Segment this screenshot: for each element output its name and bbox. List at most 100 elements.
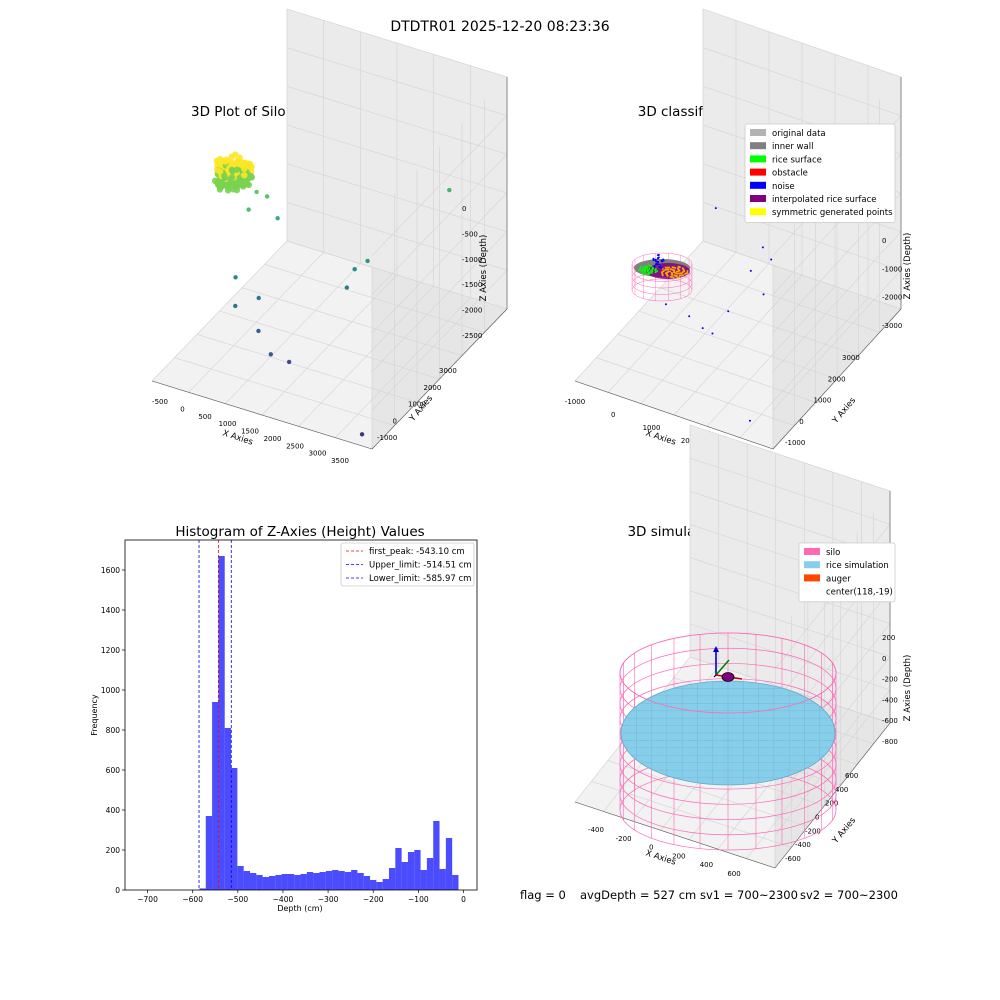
symmetric-point: [665, 273, 668, 276]
y-tick-label: 0: [799, 418, 803, 426]
y-tick-label: 600: [845, 772, 858, 780]
scatter-point: [264, 194, 270, 199]
rice-surface-point: [224, 187, 232, 194]
rice-surface-point: [648, 271, 651, 274]
classify-legend-label: interpolated rice surface: [772, 195, 877, 205]
x-tick-label: 0: [180, 405, 184, 413]
y-tick-label: -1000: [785, 439, 805, 447]
z-tick-label: 200: [882, 634, 895, 642]
y-tick-label: 2000: [424, 384, 442, 392]
z-tick-label: -800: [882, 738, 898, 746]
x-tick-label: 2500: [286, 442, 304, 450]
rice-surface-point: [232, 151, 239, 158]
simulation-legend-label: center(118,-19): [826, 588, 893, 598]
x-tick-label: −300: [318, 895, 339, 904]
rice-surface-point: [645, 267, 648, 270]
symmetric-point: [666, 271, 669, 274]
x-tick-label: 1000: [643, 424, 661, 432]
histogram-legend-label: Lower_limit: -585.97 cm: [369, 574, 471, 584]
y-tick-label: 3000: [439, 367, 457, 375]
histogram-bar: [344, 872, 352, 890]
classify-legend-label: symmetric generated points: [772, 208, 893, 218]
y-tick-label: 1000: [814, 397, 832, 405]
x-axis-line: [574, 380, 774, 450]
x-tick-label: 1500: [241, 428, 259, 436]
y-tick-label: 2000: [828, 375, 846, 383]
z-axis-label: Z Axies (Depth): [903, 233, 913, 300]
symmetric-point: [677, 270, 680, 273]
x-axis-label: X Axies: [644, 428, 677, 447]
footer-sv1: sv1 = 700~2300: [700, 888, 798, 902]
x-tick-label: 500: [198, 413, 211, 421]
classify-legend-swatch: [750, 129, 766, 136]
y-tick-label: -600: [785, 855, 801, 863]
z-tick-label: 0: [462, 205, 466, 213]
rice-surface-point: [643, 273, 646, 276]
histogram-bar: [224, 728, 232, 890]
rice-surface-point: [640, 265, 643, 268]
gridline: [702, 47, 902, 116]
rice-surface-point: [656, 270, 659, 273]
rice-surface-point: [641, 268, 644, 271]
rice-surface-point: [216, 168, 224, 175]
z-tick-label: -400: [882, 696, 898, 704]
rice-surface-point: [648, 264, 651, 267]
noise-point: [655, 262, 658, 265]
scatter-point: [365, 258, 370, 264]
symmetric-point: [665, 268, 668, 271]
rice-surface-point: [227, 176, 234, 183]
y-tick-label: 200: [106, 846, 121, 855]
silo-top-ring: [619, 632, 837, 714]
histogram-bar: [218, 556, 225, 890]
simulation-3d-panel: 3D simulation of Silo Interior -400-2000…: [574, 424, 913, 878]
auger-shaft: [713, 674, 717, 678]
histogram-bar: [313, 873, 320, 890]
simulation-legend-label: silo: [826, 548, 840, 558]
z-tick-label: -600: [882, 717, 898, 725]
simulation-legend-label: rice simulation: [826, 561, 889, 571]
histogram-bar: [325, 871, 333, 890]
symmetric-point: [662, 270, 665, 273]
histogram-bar: [205, 816, 213, 890]
histogram-bar: [243, 871, 251, 890]
histogram-bar: [306, 872, 314, 890]
plot-frame: [124, 539, 478, 891]
histogram-bar: [199, 888, 206, 890]
classify-3d-panel: 3D classify of Silo Interior -1000010002…: [565, 8, 913, 458]
histogram-bar: [433, 821, 440, 890]
y-tick-label: 0: [115, 886, 120, 895]
symmetric-point: [674, 272, 677, 275]
scatter-point: [286, 359, 292, 365]
symmetric-point: [682, 268, 685, 271]
histogram-bar: [445, 838, 453, 890]
footer-avg-depth: avgDepth = 527 cm: [580, 888, 697, 902]
rice-surface-point: [651, 270, 654, 273]
auger-marker: [721, 672, 735, 682]
noise-point: [662, 258, 665, 261]
histogram-bar: [287, 874, 295, 890]
gridline: [286, 47, 508, 116]
x-tick-label: -400: [588, 826, 604, 834]
noise-point: [711, 332, 714, 335]
symmetric-point: [668, 266, 671, 269]
rice-surface-point: [246, 161, 254, 168]
rice-surface-point: [233, 186, 241, 194]
histogram-panel: Histogram of Z-Axies (Height) Values Dep…: [90, 524, 478, 913]
gridline: [689, 623, 891, 691]
classify-legend-frame: [744, 123, 896, 223]
rice-surface-point: [222, 158, 229, 165]
y-axis-label: Y Axies: [830, 815, 858, 846]
histogram-bar: [262, 877, 269, 890]
rice-surface-point: [642, 267, 645, 270]
symmetric-point: [678, 274, 681, 277]
rice-surface-point: [650, 271, 653, 274]
y-tick-label: 3000: [842, 354, 860, 362]
z-tick-label: 0: [882, 237, 886, 245]
symmetric-point: [671, 268, 674, 271]
z-tick-label: -200: [882, 676, 898, 684]
histogram-bar: [401, 862, 408, 890]
symmetric-point: [681, 274, 684, 277]
symmetric-point: [678, 276, 681, 279]
symmetric-point: [679, 272, 682, 275]
